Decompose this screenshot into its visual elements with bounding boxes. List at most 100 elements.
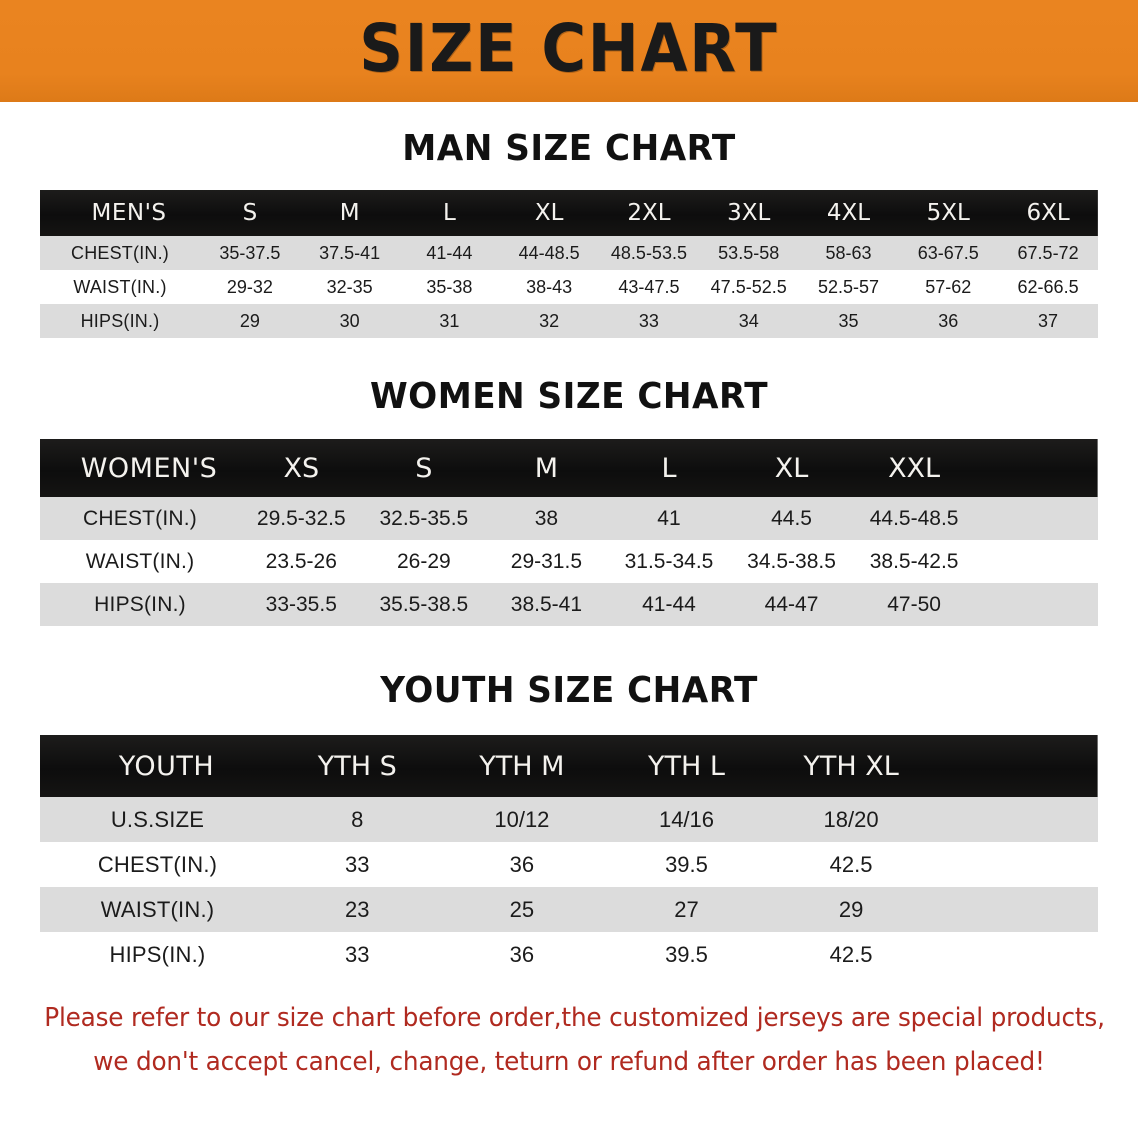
women-cell-r0-c2: 38: [485, 497, 608, 540]
men-cell-r0-c5: 53.5-58: [698, 236, 799, 270]
men-cell-r2-c4: 33: [599, 304, 699, 338]
women-header-label: WOMEN'S: [80, 452, 218, 484]
men-cell-r0-c7: 63-67.5: [898, 236, 999, 270]
youth-cell-r0-c4: [933, 797, 1098, 842]
youth-size-header-yth-s: YTH S: [317, 750, 397, 782]
youth-cell-r1-c3: 42.5: [768, 842, 934, 887]
men-cell-r1-c4: 43-47.5: [599, 270, 699, 304]
table-row: WAIST(IN.) 29-32 32-35 35-38 38-43 43-47.5 47.…: [40, 270, 1098, 304]
youth-cell-r2-c3: 29: [768, 887, 934, 932]
men-size-header-3xl: 3XL: [727, 200, 771, 226]
men-cell-r2-c1: 30: [299, 304, 400, 338]
youth-row-label-3: HIPS(IN.): [40, 932, 275, 977]
women-cell-r2-c5: 47-50: [852, 583, 976, 626]
youth-cell-r3-c3: 42.5: [768, 932, 934, 977]
women-size-table-container: WOMEN'S XS S M L XL XXL CHEST(IN.) 29.5-32.5 32.5…: [40, 439, 1098, 626]
women-cell-r1-c0: 23.5-26: [240, 540, 363, 583]
men-cell-r1-c8: 62-66.5: [998, 270, 1098, 304]
page-banner: SIZE CHART: [0, 0, 1138, 102]
men-row-label-1: WAIST(IN.): [40, 270, 200, 304]
youth-size-table: YOUTH YTH S YTH M YTH L YTH XL U.S.SIZE 8 10/12…: [40, 735, 1098, 977]
women-size-header-xxl: XXL: [888, 452, 941, 484]
youth-cell-r0-c3: 18/20: [768, 797, 934, 842]
youth-cell-r3-c1: 36: [439, 932, 605, 977]
women-cell-r2-c3: 41-44: [607, 583, 731, 626]
table-row: CHEST(IN.) 35-37.5 37.5-41 41-44 44-48.5 48.5…: [40, 236, 1098, 270]
women-cell-r0-c1: 32.5-35.5: [362, 497, 486, 540]
youth-cell-r0-c2: 14/16: [604, 797, 769, 842]
youth-cell-r2-c4: [933, 887, 1098, 932]
women-cell-r2-c1: 35.5-38.5: [362, 583, 486, 626]
youth-section-heading: YOUTH SIZE CHART: [380, 670, 758, 711]
table-row: HIPS(IN.) 33-35.5 35.5-38.5 38.5-41 41-44 44-…: [40, 583, 1098, 626]
youth-cell-r1-c4: [933, 842, 1098, 887]
youth-size-header-yth-l: YTH L: [648, 750, 725, 782]
youth-size-header-yth-xl: YTH XL: [803, 750, 899, 782]
women-table-header-row: WOMEN'S XS S M L XL XXL: [40, 439, 1098, 497]
women-row-label-2: HIPS(IN.): [40, 583, 240, 626]
youth-cell-r3-c0: 33: [275, 932, 440, 977]
youth-cell-r1-c0: 33: [275, 842, 440, 887]
youth-cell-r0-c1: 10/12: [439, 797, 605, 842]
women-size-header-xl: XL: [774, 452, 809, 484]
women-cell-r0-c4: 44.5: [730, 497, 853, 540]
page-title: SIZE CHART: [359, 10, 779, 87]
order-policy-disclaimer: Please refer to our size chart before or…: [44, 997, 1105, 1085]
men-cell-r2-c5: 34: [698, 304, 799, 338]
women-cell-r0-c5: 44.5-48.5: [852, 497, 976, 540]
men-row-label-2: HIPS(IN.): [40, 304, 200, 338]
table-row: U.S.SIZE 8 10/12 14/16 18/20: [40, 797, 1098, 842]
men-size-header-l: L: [443, 200, 456, 226]
men-cell-r0-c8: 67.5-72: [998, 236, 1098, 270]
men-cell-r1-c6: 52.5-57: [798, 270, 899, 304]
men-cell-r0-c3: 44-48.5: [499, 236, 600, 270]
youth-header-label: YOUTH: [118, 750, 215, 782]
men-cell-r0-c0: 35-37.5: [200, 236, 300, 270]
table-row: CHEST(IN.) 33 36 39.5 42.5: [40, 842, 1098, 887]
women-size-header-xs: XS: [283, 452, 320, 484]
women-size-table: WOMEN'S XS S M L XL XXL CHEST(IN.) 29.5-32.5 32.5…: [40, 439, 1098, 626]
men-size-table-container: MEN'S S M L XL 2XL 3XL 4XL 5XL 6XL CHEST(IN.) 35-37…: [40, 190, 1098, 338]
women-cell-r2-c0: 33-35.5: [240, 583, 363, 626]
youth-size-header-empty-4: [933, 735, 1098, 797]
table-row: HIPS(IN.) 33 36 39.5 42.5: [40, 932, 1098, 977]
women-size-header-m: M: [534, 452, 559, 484]
youth-cell-r0-c0: 8: [275, 797, 440, 842]
table-row: WAIST(IN.) 23.5-26 26-29 29-31.5 31.5-34.5 34…: [40, 540, 1098, 583]
men-cell-r2-c3: 32: [499, 304, 600, 338]
women-cell-r2-c6: [975, 583, 1098, 626]
youth-cell-r3-c2: 39.5: [604, 932, 769, 977]
youth-size-header-yth-m: YTH M: [479, 750, 565, 782]
youth-cell-r3-c4: [933, 932, 1098, 977]
youth-row-label-2: WAIST(IN.): [40, 887, 275, 932]
men-cell-r2-c2: 31: [399, 304, 500, 338]
men-cell-r1-c5: 47.5-52.5: [698, 270, 799, 304]
table-row: WAIST(IN.) 23 25 27 29: [40, 887, 1098, 932]
table-row: CHEST(IN.) 29.5-32.5 32.5-35.5 38 41 44.5 44.5…: [40, 497, 1098, 540]
women-cell-r1-c4: 34.5-38.5: [730, 540, 853, 583]
men-size-header-xl: XL: [534, 200, 564, 226]
youth-size-table-container: YOUTH YTH S YTH M YTH L YTH XL U.S.SIZE 8 10/12…: [40, 735, 1098, 977]
women-cell-r1-c1: 26-29: [362, 540, 486, 583]
women-cell-r1-c6: [975, 540, 1098, 583]
women-cell-r2-c2: 38.5-41: [485, 583, 608, 626]
women-cell-r1-c2: 29-31.5: [485, 540, 608, 583]
men-cell-r1-c3: 38-43: [499, 270, 600, 304]
men-size-header-m: M: [339, 200, 360, 226]
men-size-header-5xl: 5XL: [926, 200, 970, 226]
men-cell-r1-c2: 35-38: [399, 270, 500, 304]
youth-cell-r1-c2: 39.5: [604, 842, 769, 887]
men-section-heading: MAN SIZE CHART: [402, 128, 736, 169]
youth-row-label-1: CHEST(IN.): [40, 842, 275, 887]
men-cell-r2-c7: 36: [898, 304, 999, 338]
men-size-header-2xl: 2XL: [627, 200, 671, 226]
youth-table-header-row: YOUTH YTH S YTH M YTH L YTH XL: [40, 735, 1098, 797]
men-cell-r0-c6: 58-63: [798, 236, 899, 270]
men-cell-r1-c0: 29-32: [200, 270, 300, 304]
men-table-header-row: MEN'S S M L XL 2XL 3XL 4XL 5XL 6XL: [40, 190, 1098, 236]
women-size-header-empty-6: [975, 439, 1098, 497]
men-size-header-6xl: 6XL: [1026, 200, 1070, 226]
men-size-header-s: S: [242, 200, 258, 226]
women-cell-r1-c5: 38.5-42.5: [852, 540, 976, 583]
women-size-header-l: L: [661, 452, 677, 484]
